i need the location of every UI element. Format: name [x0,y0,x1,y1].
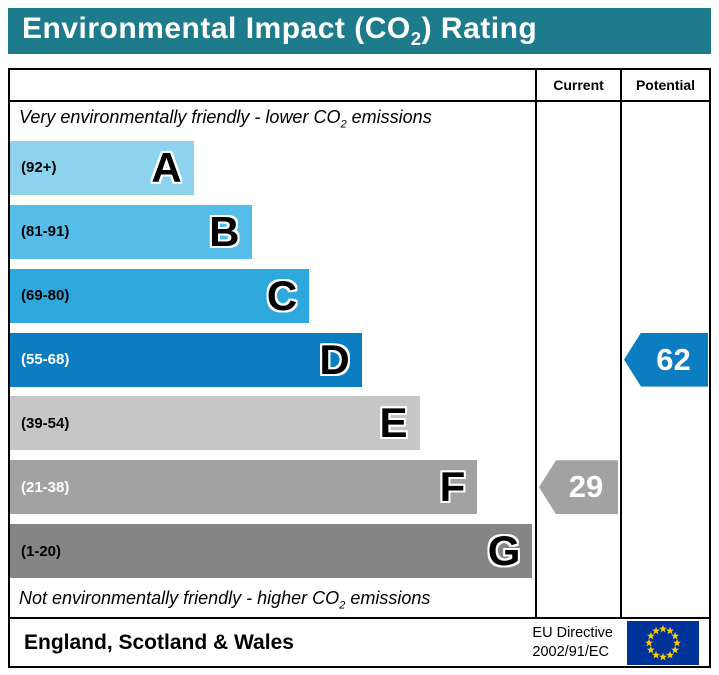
potential-column: Potential 62 [620,70,709,617]
band-row-D: (55-68) D [10,328,535,392]
band-row-B: (81-91) B [10,200,535,264]
band-bar-E: (39-54) E [10,396,420,451]
band-letter: A [151,143,182,191]
potential-arrow: 62 [624,332,708,387]
eu-flag-star [652,650,660,659]
table-area: Very environmentally friendly - lower CO… [10,70,709,617]
band-row-A: (92+) A [10,136,535,200]
band-row-G: (1-20) G [10,519,535,583]
band-range: (69-80) [21,287,70,305]
band-bar-G: (1-20) G [10,524,533,579]
band-range: (21-38) [21,478,70,496]
band-range: (81-91) [21,223,70,241]
band-letter: C [266,271,298,319]
eu-flag-star [646,631,655,639]
band-bar-A: (92+) A [10,140,194,195]
band-range: (39-54) [21,414,70,432]
band-bar-C: (69-80) C [10,268,310,323]
eu-flag-star [673,638,681,646]
band-bar-F: (21-38) F [10,460,478,515]
caption-top: Very environmentally friendly - lower CO… [19,107,432,131]
bands-column: Very environmentally friendly - lower CO… [10,70,535,617]
band-bar-D: (55-68) D [10,332,362,387]
footer: England, Scotland & Wales EU Directive 2… [10,617,709,666]
eu-flag-star [671,645,680,653]
current-value: 29 [568,469,604,505]
footer-region: England, Scotland & Wales [24,630,294,654]
eu-flag-star [671,631,680,639]
bands: (92+) A (81-91) B (69-80) C (55-68) D (39-54) E (2… [10,136,535,583]
band-range: (92+) [21,159,57,177]
band-bar-B: (81-91) B [10,204,252,259]
corner-cell [10,70,535,102]
band-letter: D [319,335,350,383]
potential-value: 62 [656,341,691,377]
eu-flag-star [645,638,653,646]
title-banner: Environmental Impact (CO2) Rating [8,8,711,54]
band-row-F: (21-38) F [10,455,535,519]
band-letter: B [209,207,240,255]
band-letter: F [439,463,466,511]
eu-flag-star [659,652,667,660]
band-letter: E [379,399,408,447]
page-title: Environmental Impact (CO2) Rating [22,12,538,49]
caption-bottom: Not environmentally friendly - higher CO… [19,588,431,612]
band-range: (1-20) [21,542,62,560]
current-header: Current [537,70,620,102]
band-row-E: (39-54) E [10,391,535,455]
band-letter: G [487,527,521,575]
eu-flag-star [646,645,655,653]
band-row-C: (69-80) C [10,264,535,328]
rating-table: Very environmentally friendly - lower CO… [8,68,711,668]
eu-flag-star [652,626,660,634]
eu-flag-star [659,624,667,632]
eu-flag-icon [627,620,699,665]
current-arrow: 29 [539,460,618,515]
potential-header: Potential [622,70,709,102]
eu-flag-star [666,650,674,659]
current-column: Current 29 [535,70,620,617]
eu-flag-star [666,626,674,634]
band-range: (55-68) [21,351,70,368]
eu-directive-label: EU Directive 2002/91/EC [532,624,613,660]
